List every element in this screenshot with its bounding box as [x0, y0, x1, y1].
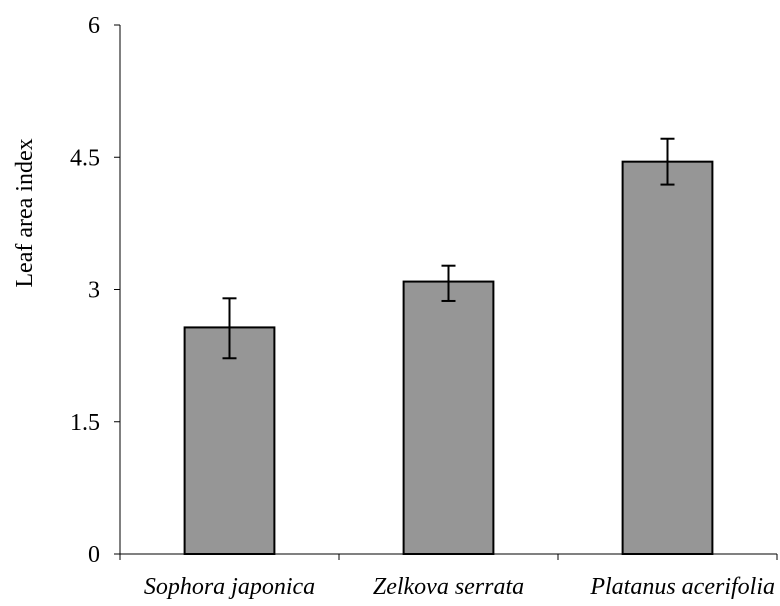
x-category-label: Zelkova serrata — [373, 574, 524, 600]
y-tick-label: 4.5 — [70, 145, 100, 171]
x-category-label: Sophora japonica — [144, 574, 315, 600]
y-axis-title: Leaf area index — [12, 138, 38, 287]
bar — [621, 160, 714, 556]
y-tick-label: 6 — [88, 13, 100, 39]
y-tick-label: 3 — [88, 278, 100, 304]
y-tick-label: 0 — [88, 542, 100, 568]
plot-area: 0 1.5 3 4.5 6 Sophora japonica Zelkova serrata… — [70, 13, 778, 600]
bar — [183, 326, 276, 555]
bar — [402, 280, 495, 555]
y-tick-label: 1.5 — [70, 410, 100, 436]
x-category-label: Platanus acerifolia — [589, 574, 775, 600]
